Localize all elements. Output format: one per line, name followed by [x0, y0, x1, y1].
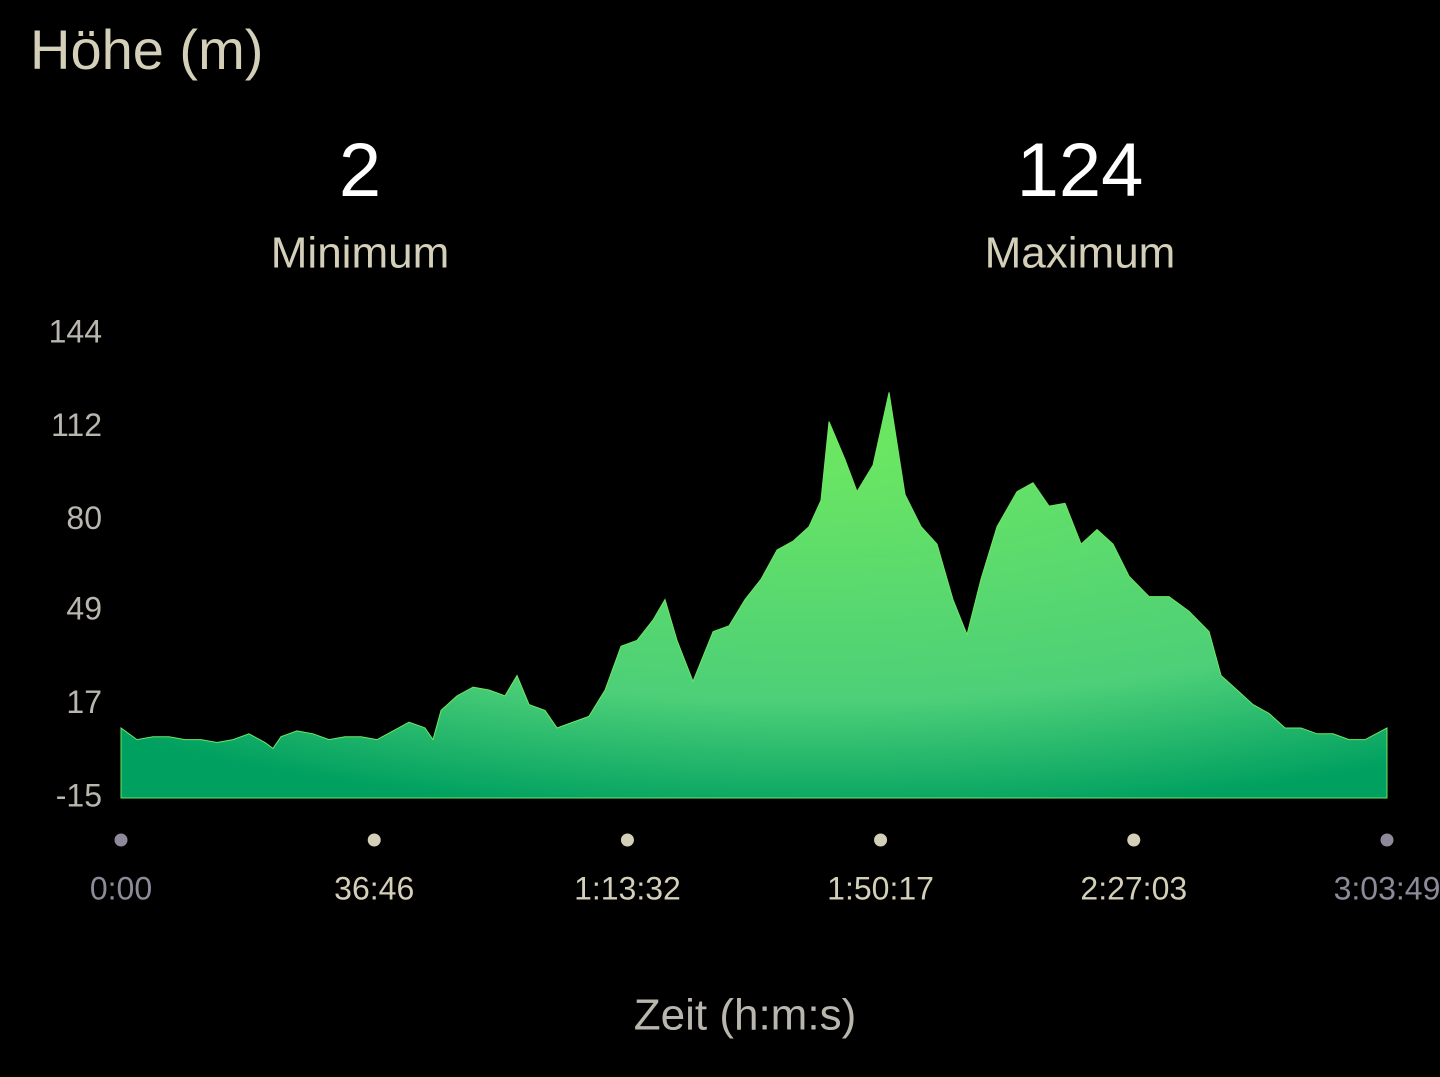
x-tick-label: 3:03:49: [1334, 870, 1440, 906]
x-tick-label: 36:46: [334, 870, 414, 906]
chart-title: Höhe (m): [30, 18, 263, 81]
x-tick-label: 2:27:03: [1080, 870, 1187, 906]
x-tick-dot: [1127, 833, 1141, 847]
stat-value: 2: [339, 128, 381, 213]
y-tick-label: 49: [66, 591, 102, 627]
y-tick-label: 17: [66, 684, 102, 720]
x-tick-dot: [114, 833, 128, 847]
stat-label: Maximum: [985, 229, 1176, 278]
y-tick-label: 80: [66, 500, 102, 536]
x-tick-dot: [620, 833, 634, 847]
y-tick-label: 144: [49, 313, 102, 349]
stat-label: Minimum: [271, 229, 449, 278]
x-tick-label: 1:50:17: [827, 870, 934, 906]
x-tick-dot: [874, 833, 888, 847]
x-tick-dot: [1380, 833, 1394, 847]
x-axis-label: Zeit (h:m:s): [634, 991, 856, 1040]
y-tick-label: 112: [51, 407, 102, 443]
elevation-area: [120, 392, 1388, 799]
x-tick-dot: [367, 833, 381, 847]
y-tick-label: -15: [56, 777, 102, 813]
x-tick-label: 0:00: [90, 870, 152, 906]
stat-value: 124: [1017, 128, 1144, 213]
x-tick-label: 1:13:32: [574, 870, 681, 906]
